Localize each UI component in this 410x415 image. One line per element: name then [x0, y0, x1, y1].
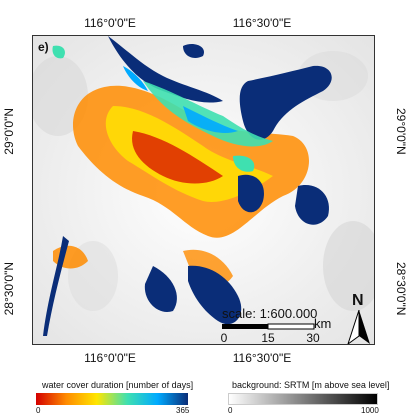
lat-tick-right-29-0: 29°0'0"N — [394, 108, 408, 155]
north-arrow-icon — [347, 310, 370, 344]
background-legend-min: 0 — [228, 406, 233, 415]
background-legend-title: background: SRTM [m above sea level] — [232, 380, 390, 390]
lon-tick-top-116-0: 116°0'0"E — [84, 16, 136, 30]
scale-number-0: 0 — [220, 331, 228, 345]
lon-tick-bottom-116-0: 116°0'0"E — [84, 351, 136, 365]
north-label: N — [352, 292, 364, 309]
scale-unit: km — [314, 316, 332, 331]
water-cover-map — [32, 35, 375, 345]
water-legend-title: water cover duration [number of days] — [42, 380, 194, 390]
map-canvas — [33, 36, 374, 344]
lat-tick-left-29-0: 29°0'0"N — [2, 108, 16, 155]
background-legend-colorbar — [228, 393, 378, 405]
scale-number-15: 15 — [261, 331, 275, 345]
permanent-water-bodies — [43, 36, 332, 336]
scale-ratio: scale: 1:600.000 — [222, 306, 318, 321]
scale-number-30: 30 — [306, 331, 320, 345]
scale-bar — [222, 323, 315, 330]
water-legend-min: 0 — [36, 406, 41, 415]
background-legend-max: 1000 — [361, 406, 379, 415]
terrain-patch — [323, 221, 374, 311]
lat-tick-right-28-30: 28°30'0"N — [394, 262, 408, 316]
water-legend-max: 365 — [176, 406, 190, 415]
near-permanent-water — [52, 45, 273, 172]
lon-tick-bottom-116-30: 116°30'0"E — [232, 351, 292, 365]
lat-tick-left-28-30: 28°30'0"N — [2, 262, 16, 316]
water-legend-colorbar — [36, 393, 188, 405]
panel-label: e) — [38, 40, 49, 54]
lon-tick-top-116-30: 116°30'0"E — [232, 16, 292, 30]
